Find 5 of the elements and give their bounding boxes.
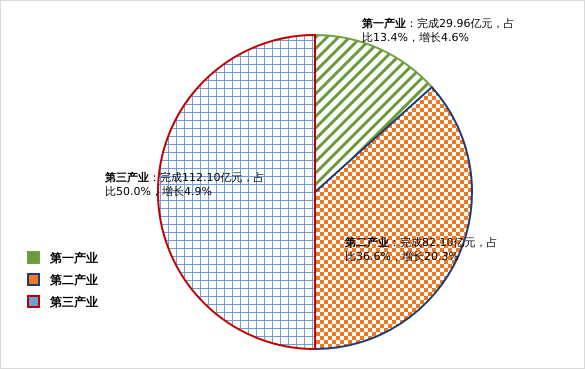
legend-label: 第三产业 [49,295,98,309]
legend-label: 第一产业 [49,251,98,265]
legend-label: 第二产业 [49,273,98,287]
slice-label: 第三产业 [105,171,149,184]
slice-label: 第一产业 [362,17,406,30]
